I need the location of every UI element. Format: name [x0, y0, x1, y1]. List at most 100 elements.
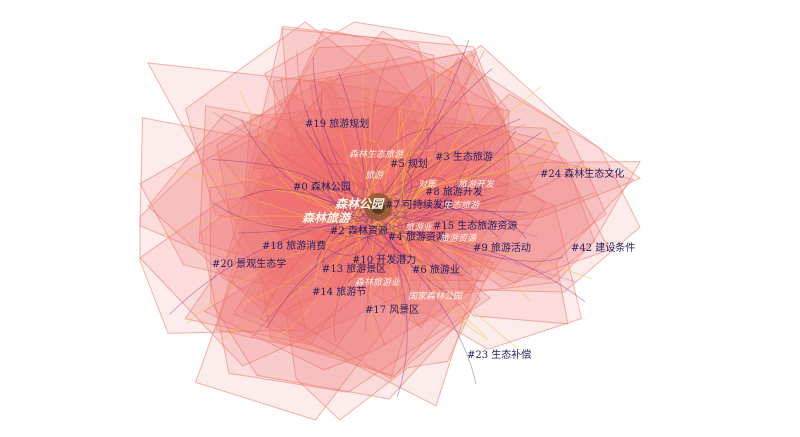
link	[369, 233, 376, 338]
cluster-label: #13 旅游景区	[322, 262, 386, 275]
link	[397, 40, 470, 203]
link	[303, 105, 353, 229]
link	[351, 217, 385, 346]
cluster-label: #10 开发潜力	[352, 253, 416, 266]
keyword: 对策	[418, 179, 438, 190]
link	[251, 219, 390, 339]
cluster-label: #20 景观生态学	[212, 257, 286, 270]
link	[387, 134, 479, 196]
link	[397, 232, 586, 303]
link	[386, 148, 486, 229]
link	[388, 209, 430, 220]
link	[219, 208, 391, 341]
link	[368, 211, 577, 283]
link	[285, 172, 404, 205]
link	[383, 220, 408, 397]
link	[296, 50, 380, 198]
link	[363, 148, 437, 198]
link	[406, 207, 527, 239]
cluster-label: #2 森林资源	[330, 224, 388, 237]
cluster-area	[256, 51, 547, 282]
link	[239, 189, 375, 229]
link	[354, 127, 425, 220]
link	[399, 101, 478, 215]
link	[365, 194, 502, 235]
link	[356, 227, 462, 277]
keyword: 旅游开发	[458, 179, 495, 190]
link	[314, 232, 367, 288]
link	[391, 161, 469, 219]
cluster-label: #3 生态旅游	[435, 150, 493, 163]
link	[366, 130, 517, 223]
link	[377, 142, 562, 229]
link	[407, 132, 542, 234]
link	[360, 71, 439, 205]
link	[390, 110, 401, 229]
cluster-label: #5 规划	[390, 157, 428, 170]
cluster-label: #7 可持续发展	[385, 198, 453, 211]
link	[240, 119, 360, 210]
link	[352, 182, 363, 203]
link	[379, 68, 493, 204]
link	[363, 128, 431, 205]
cluster-label: #42 建设条件	[571, 241, 635, 254]
keyword: 旅游资源	[440, 233, 478, 244]
link	[399, 67, 456, 210]
link	[379, 169, 413, 233]
cluster-label: #8 旅游开发	[425, 185, 483, 198]
keyword: 生态旅游	[443, 200, 481, 211]
link	[338, 233, 362, 305]
cluster-label: #14 旅游节	[312, 285, 366, 298]
link	[347, 234, 392, 283]
link	[392, 185, 421, 215]
link	[386, 208, 450, 236]
link	[323, 223, 372, 239]
link	[346, 200, 357, 220]
link	[381, 213, 523, 352]
link	[326, 187, 362, 200]
link	[406, 233, 593, 280]
link	[212, 159, 354, 211]
link	[328, 210, 373, 256]
cluster-label: #15 生态旅游资源	[433, 219, 517, 232]
link	[301, 227, 395, 337]
link	[402, 126, 468, 222]
keyword: 森林生态旅游	[349, 149, 405, 160]
link	[232, 216, 354, 230]
keyword: 国家森林公园	[408, 291, 464, 302]
link	[390, 128, 567, 226]
keyword: 森林公园	[335, 197, 385, 211]
link	[304, 129, 372, 218]
link	[280, 77, 375, 203]
link	[405, 222, 471, 276]
link	[240, 90, 357, 228]
link	[268, 189, 384, 231]
cluster-area	[243, 228, 489, 407]
keyword: 旅游业	[405, 222, 433, 233]
cluster-label: #17 风景区	[365, 304, 419, 316]
link	[389, 227, 420, 245]
link	[160, 215, 408, 236]
link	[169, 165, 354, 226]
link	[394, 223, 489, 340]
link	[396, 208, 445, 246]
cluster-label: #18 旅游消费	[262, 239, 326, 252]
link	[312, 57, 375, 233]
link	[351, 217, 455, 234]
link	[320, 82, 363, 203]
labels: #19 旅游规划 #5 规划 #3 生态旅游 #24 森林生态文化 #0 森林公园 #8 …	[212, 117, 635, 361]
link	[390, 217, 422, 236]
link	[363, 222, 387, 237]
cluster-label: #4 旅游资源	[388, 230, 446, 243]
link	[376, 163, 549, 207]
link	[350, 200, 433, 221]
cluster-label: #9 旅游活动	[473, 241, 531, 254]
link	[338, 71, 365, 207]
link	[266, 230, 408, 328]
link	[373, 224, 417, 263]
cluster-label: #0 森林公园	[293, 180, 351, 193]
link	[343, 176, 360, 225]
link	[394, 202, 412, 257]
link	[385, 86, 541, 228]
